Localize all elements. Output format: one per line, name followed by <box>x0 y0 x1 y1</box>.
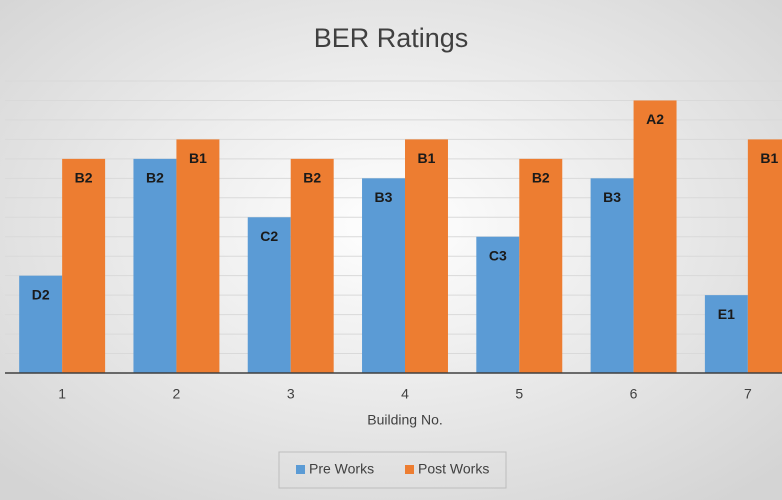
x-tick-label: 6 <box>630 386 638 402</box>
bar <box>62 158 106 373</box>
x-tick-label: 1 <box>58 386 66 402</box>
bar <box>704 295 748 373</box>
legend-swatch <box>296 465 305 474</box>
data-label: A2 <box>646 111 664 127</box>
data-label: C2 <box>260 228 278 244</box>
x-tick-label: 5 <box>515 386 523 402</box>
data-label: C3 <box>489 247 507 263</box>
bar <box>519 158 563 373</box>
legend-label: Post Works <box>418 461 489 477</box>
bar <box>362 178 405 373</box>
data-label: B2 <box>303 170 321 186</box>
data-label: E1 <box>718 306 735 322</box>
bar <box>590 178 634 373</box>
bar <box>133 158 177 373</box>
data-label: D2 <box>32 286 50 302</box>
bar <box>405 139 448 373</box>
data-label: B2 <box>146 170 164 186</box>
bar <box>633 100 677 373</box>
legend-box <box>278 451 507 489</box>
legend-swatch <box>405 465 414 474</box>
data-label: B3 <box>603 189 621 205</box>
x-tick-label: 2 <box>173 386 181 402</box>
bar <box>290 158 334 373</box>
bar <box>747 139 782 373</box>
data-label: B1 <box>418 150 436 166</box>
data-label: B2 <box>532 170 550 186</box>
x-tick-label: 3 <box>287 386 295 402</box>
data-label: B2 <box>75 170 93 186</box>
x-tick-label: 7 <box>744 386 752 402</box>
bar <box>176 139 220 373</box>
x-axis-title: Building No. <box>367 412 443 428</box>
data-label: B1 <box>760 150 778 166</box>
bar <box>247 217 291 373</box>
data-label: B3 <box>375 189 393 205</box>
legend-label: Pre Works <box>309 461 374 477</box>
bar <box>476 236 520 373</box>
bar <box>19 275 63 373</box>
chart-title: BER Ratings <box>314 23 469 53</box>
x-tick-label: 4 <box>401 386 409 402</box>
data-label: B1 <box>189 150 207 166</box>
